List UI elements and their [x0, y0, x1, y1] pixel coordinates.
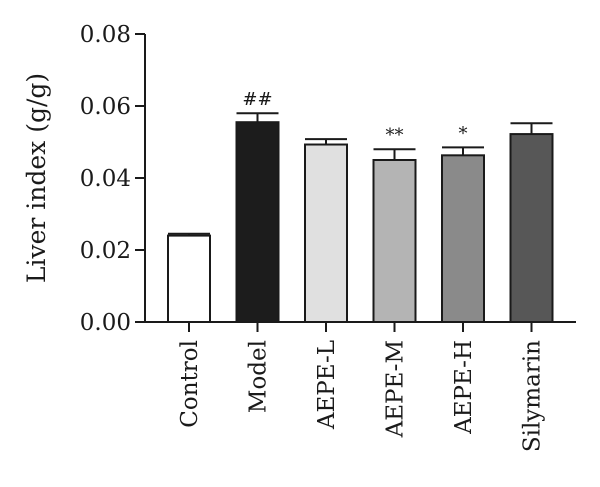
y-tick-label: 0.04: [80, 166, 131, 192]
x-tick-label: AEPE-M: [383, 340, 409, 438]
bar-model: [235, 121, 280, 323]
x-tick-label: Silymarin: [520, 340, 546, 452]
y-tick-label: 0.00: [80, 310, 131, 336]
y-tick-label: 0.06: [80, 94, 131, 120]
significance-annotation: **: [386, 125, 404, 146]
y-axis-title: Liver index (g/g): [22, 73, 51, 283]
bar-aepe-l: [304, 143, 348, 323]
y-ticks: 0.00 0.02 0.04 0.06 0.08: [80, 22, 145, 336]
significance-annotation: ##: [242, 89, 272, 110]
x-tick-label: AEPE-L: [314, 340, 340, 430]
x-tick-label: Model: [246, 340, 272, 413]
y-tick-label: 0.02: [80, 238, 131, 264]
bars: ##** *: [167, 89, 554, 324]
bar-silymarin: [509, 133, 554, 323]
x-tick-label: AEPE-H: [451, 340, 477, 435]
y-tick-label: 0.08: [80, 22, 131, 48]
bar-control: [167, 234, 211, 324]
x-tick-label: Control: [177, 340, 203, 428]
bar-aepe-m: [372, 159, 417, 323]
bar-aepe-h: [441, 154, 485, 323]
x-ticks: Control Model AEPE-L AEPE-M AEPE-H Silymarin: [177, 322, 546, 452]
significance-annotation: *: [459, 123, 468, 144]
